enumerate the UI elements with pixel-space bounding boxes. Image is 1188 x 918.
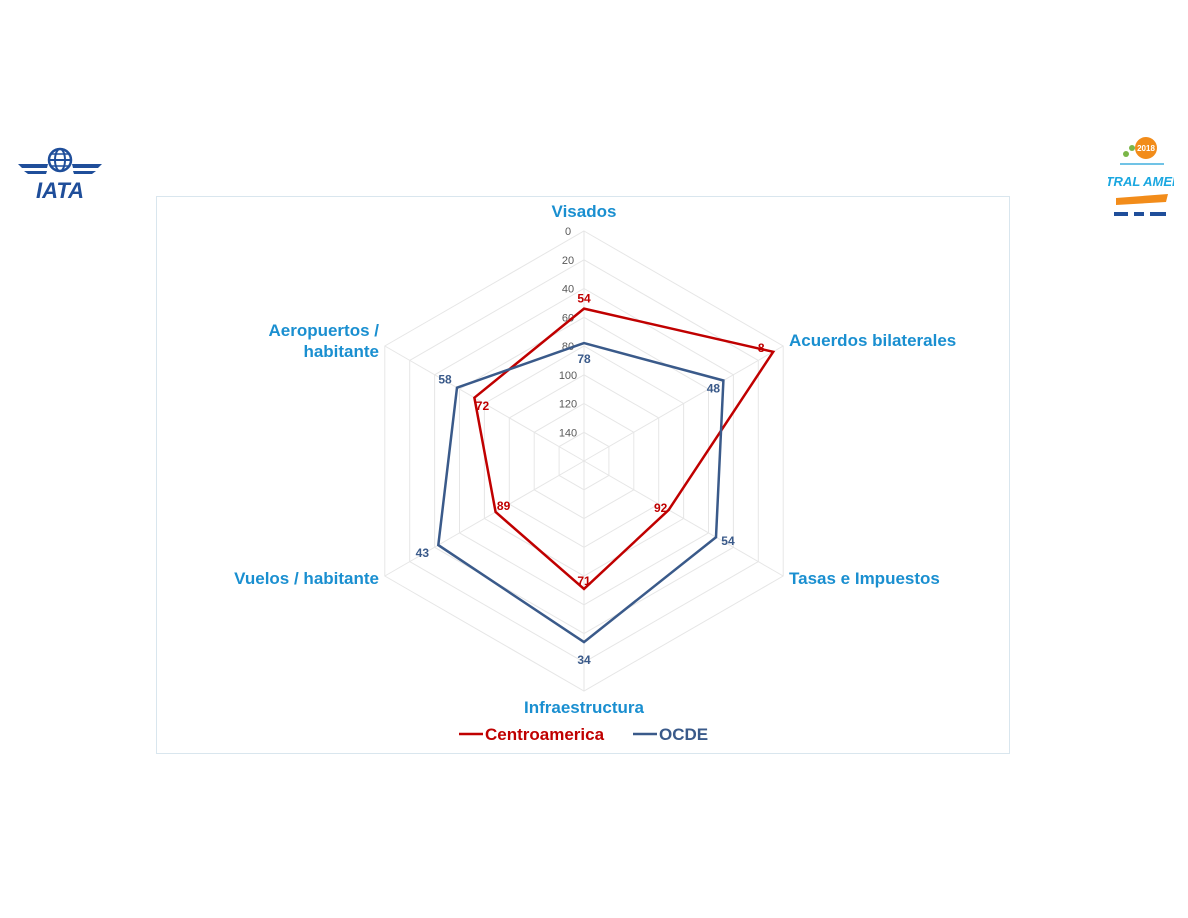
data-label-ocde: 58 [438, 373, 452, 387]
grid-spoke [384, 460, 585, 577]
axis-label: Infraestructura [524, 698, 645, 717]
radial-tick-label: 0 [565, 226, 571, 238]
data-label-centroamerica: 89 [497, 499, 511, 513]
data-label-centroamerica: 72 [476, 399, 490, 413]
grid-spoke [384, 345, 585, 462]
logo-year-badge: 2018 [1137, 144, 1155, 153]
radar-chart: 0 20 40 60 80 100 120 140 Visados Acuerdos bilate… [156, 196, 1010, 754]
axis-label: Acuerdos bilaterales [789, 331, 956, 350]
central-america-logo: 2018 CENTRAL AMERICA [1078, 134, 1188, 226]
radial-tick-label: 20 [562, 255, 574, 267]
logo-title-text: CENTRAL AMERICA [1108, 174, 1174, 189]
data-label-centroamerica: 54 [577, 292, 591, 306]
axis-label: Tasas e Impuestos [789, 569, 940, 588]
data-label-ocde: 34 [577, 653, 591, 667]
radar-grid [384, 230, 784, 692]
legend-entry-ocde: OCDE [659, 725, 708, 744]
grid-spoke [583, 460, 784, 577]
radial-tick-label: 140 [559, 427, 577, 439]
iata-globe-wings-icon [18, 147, 102, 174]
iata-logo-text: IATA [36, 178, 84, 203]
central-america-aviation-day-logo: 2018 CENTRAL AMERICA [1078, 137, 1188, 216]
data-label-ocde: 48 [707, 382, 721, 396]
data-label-centroamerica: 8 [758, 341, 765, 355]
axis-label: Aeropuertos / habitante [268, 321, 379, 361]
iata-logo: IATA [14, 142, 106, 206]
series-line-centroamerica [473, 307, 776, 591]
data-label-ocde: 54 [721, 534, 735, 548]
series-ocde: 78 48 54 34 43 58 [416, 341, 735, 667]
legend-entry-centroamerica: Centroamerica [485, 725, 605, 744]
data-label-ocde: 43 [416, 546, 430, 560]
chart-legend: Centroamerica OCDE [459, 725, 708, 744]
series-centroamerica: 54 8 92 71 89 72 [473, 292, 776, 591]
data-label-centroamerica: 71 [577, 574, 591, 588]
axis-label: Visados [552, 202, 617, 221]
radial-tick-label: 120 [559, 399, 577, 411]
axis-label: Vuelos / habitante [234, 569, 379, 588]
data-label-centroamerica: 92 [654, 501, 668, 515]
radial-tick-label: 60 [562, 312, 574, 324]
grid-spoke [583, 345, 784, 462]
radial-tick-label: 40 [562, 284, 574, 296]
series-line-ocde [436, 341, 725, 644]
data-label-ocde: 78 [577, 352, 591, 366]
radial-tick-label: 100 [559, 370, 577, 382]
